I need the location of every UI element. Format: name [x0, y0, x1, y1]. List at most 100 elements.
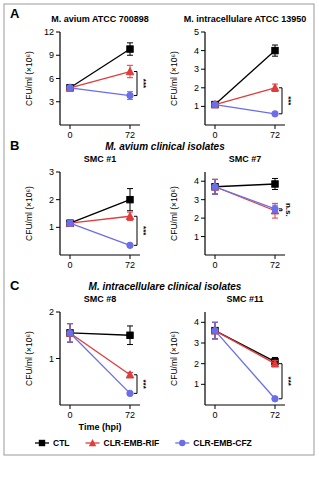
error-bar [67, 85, 73, 90]
error-bar [272, 178, 278, 189]
error-cap [272, 45, 278, 46]
error-cap [212, 194, 218, 195]
series-line [215, 105, 275, 114]
significance-label: n.s. [284, 203, 293, 217]
error-cap [127, 77, 133, 78]
y-tick [201, 106, 205, 107]
x-tick-label: 72 [125, 260, 135, 270]
series-line [215, 331, 275, 399]
y-tick [201, 50, 205, 51]
x-axis [205, 124, 285, 125]
y-label: CFU/ml (×10⁶) [24, 331, 34, 386]
series-line [70, 216, 130, 223]
error-cap [212, 179, 218, 180]
x-axis [60, 254, 140, 255]
series-line [215, 51, 275, 105]
y-label: CFU/ml (×10⁶) [24, 186, 34, 241]
y-tick [201, 87, 205, 88]
y-tick-label: 4 [194, 176, 199, 186]
y-tick-label: 1 [194, 232, 199, 242]
marker [271, 84, 278, 91]
legend-label: CLR-EMB-RIF [104, 438, 160, 448]
series-line [70, 333, 130, 375]
marker [212, 101, 218, 107]
y-tick [56, 312, 60, 313]
error-bar [272, 361, 278, 367]
marker [272, 206, 278, 212]
x-tick [130, 405, 131, 409]
x-tick-label: 0 [67, 410, 72, 420]
y-axis [204, 172, 205, 255]
series-line [70, 333, 130, 393]
marker [212, 327, 218, 333]
marker [211, 101, 218, 108]
error-bar [272, 205, 278, 212]
error-cap [212, 194, 218, 195]
y-tick [56, 32, 60, 33]
x-tick [70, 125, 71, 129]
x-tick [130, 125, 131, 129]
legend-symbol [89, 439, 96, 446]
marker [212, 184, 218, 190]
figure: ABM. avium clinical isolatesCM. intracel… [0, 0, 319, 480]
error-cap [212, 322, 218, 323]
series-line [70, 72, 130, 88]
x-tick [70, 405, 71, 409]
marker [272, 47, 278, 53]
error-bar [212, 322, 218, 339]
x-tick-label: 72 [125, 410, 135, 420]
error-cap [212, 338, 218, 339]
significance-label: *** [139, 226, 148, 236]
y-tick-label: 1 [49, 222, 54, 232]
y-tick-label: 3 [194, 64, 199, 74]
x-axis [60, 404, 140, 405]
legend-label: CLR-EMB-CFZ [193, 438, 252, 448]
y-tick [201, 199, 205, 200]
error-bar [272, 84, 278, 91]
error-bar [67, 220, 73, 226]
y-tick-label: 9 [49, 50, 54, 60]
y-tick [56, 358, 60, 359]
error-bar [127, 189, 133, 211]
legend-marker [89, 439, 96, 446]
y-label: CFU/ml (×10⁶) [169, 51, 179, 106]
marker [272, 181, 278, 187]
chart: SMC #1123072CFU/ml (×10⁶)*** [24, 154, 148, 270]
y-label: CFU/ml (×10⁶) [169, 186, 179, 241]
marker [127, 196, 133, 202]
series-line [70, 49, 130, 88]
legend-label: CTL [53, 438, 70, 448]
series-line [215, 88, 275, 105]
chart: M. avium ATCC 70089836912072CFU/ml (×10⁶… [24, 14, 149, 140]
y-tick-label: 1 [194, 379, 199, 389]
panel-label: A [10, 6, 20, 21]
x-axis [205, 254, 285, 255]
marker [127, 242, 133, 248]
marker [126, 212, 133, 219]
y-tick [201, 236, 205, 237]
error-cap [67, 323, 73, 324]
marker [211, 327, 218, 334]
panel-label: B [10, 138, 19, 153]
error-cap [67, 323, 73, 324]
marker [67, 85, 73, 91]
marker [272, 111, 278, 117]
series-line [70, 88, 130, 96]
error-cap [127, 42, 133, 43]
marker [66, 84, 73, 91]
series-line [215, 187, 275, 209]
marker [211, 183, 218, 190]
series-line [215, 331, 275, 364]
error-bar [67, 85, 73, 90]
error-cap [127, 55, 133, 56]
chart: SMC #111234072CFU/ml (×10⁶)*** [169, 294, 293, 420]
error-bar [272, 45, 278, 56]
marker [126, 371, 133, 378]
error-cap [67, 342, 73, 343]
marker [127, 390, 133, 396]
chart: SMC #71234072CFU/ml (×10⁶)n.s. [169, 154, 293, 270]
x-tick-label: 0 [212, 260, 217, 270]
error-bar [272, 203, 278, 218]
error-cap [272, 357, 278, 358]
plot-area [66, 43, 133, 100]
